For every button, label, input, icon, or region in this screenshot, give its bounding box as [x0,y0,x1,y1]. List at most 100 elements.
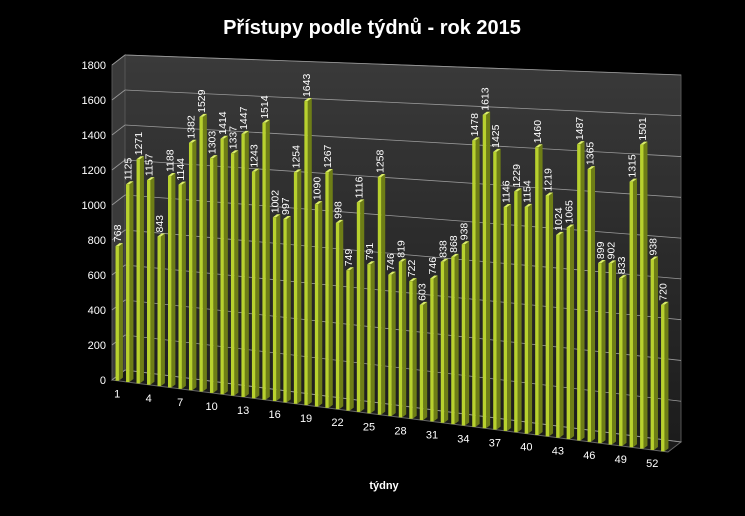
bar-top [440,258,449,262]
bar-front [230,153,235,396]
bar-top [325,168,333,172]
data-label: 1303 [207,131,219,155]
bar-side [129,181,134,383]
bar-side [496,148,501,430]
bar-top [251,168,260,172]
bar-front [493,151,497,430]
bar [147,177,155,385]
bar-front [293,172,298,404]
data-label: 1315 [626,154,638,178]
bar [388,271,396,416]
data-label: 1487 [574,117,586,141]
bar-side [601,260,606,444]
bar [115,243,123,381]
y-tick-label: 1400 [82,130,106,142]
data-label: 1514 [259,95,271,119]
bar-front [304,101,308,406]
x-tick-label: 10 [206,401,218,413]
data-label: 1219 [542,168,554,192]
data-label: 1425 [490,124,502,148]
bar-side [192,139,197,391]
bar-side [318,201,323,407]
bar [230,150,239,396]
data-label: 1002 [270,190,282,214]
bar-side [276,214,281,402]
data-label: 998 [333,201,345,219]
bar-top [661,301,669,305]
bar-side [580,141,585,441]
bar-front [115,246,119,381]
bar-top [136,156,144,160]
bar-top [377,174,386,178]
data-label: 1267 [322,144,334,168]
y-axis-ticks: 0 200 400 600 800 1000 1200 1400 1600 1800 [82,60,106,387]
bar [482,111,491,429]
bar-top [388,271,396,275]
bar-side [486,111,491,429]
bar-side [360,199,365,412]
bar-side [433,275,438,422]
bar [293,169,302,404]
bar-top [346,267,354,271]
bar-front [440,261,445,423]
bar [556,231,564,438]
gridline-side [111,194,126,206]
bar-side [139,156,144,384]
bar-front [619,278,623,446]
bar [272,214,281,402]
gridline-side [111,229,126,241]
bar-front [650,259,654,450]
bar [461,241,470,426]
bar [283,215,291,403]
x-tick-label: 34 [457,434,469,446]
bar-top [178,181,186,185]
gridline [124,124,682,157]
bar [409,278,417,419]
bar-front [661,304,665,452]
bar-front [325,171,329,408]
bar [325,168,333,408]
bar-side [591,166,596,442]
bar-top [220,135,228,139]
y-tick-label: 1800 [82,60,106,72]
bar-top [629,178,637,182]
data-label: 833 [616,256,628,274]
data-label: 1414 [217,111,229,135]
bar-front [167,176,172,388]
bar-top [126,181,134,185]
bar-top [650,256,658,260]
bar [514,188,522,433]
y-tick-label: 0 [100,375,106,387]
data-label: 1243 [249,144,261,168]
bar-top [514,188,522,192]
bar-top [293,169,302,173]
data-label: 1365 [584,142,596,166]
bar [524,203,533,434]
data-label: 749 [343,249,355,267]
data-label: 838 [437,240,449,258]
bar-top [314,201,323,205]
bar-side [402,258,407,418]
bar-front [314,204,319,407]
bar-side [612,260,617,445]
bar-front [629,181,633,448]
bar-top [115,243,123,247]
bar-top [167,173,176,177]
gridline-side [111,89,126,101]
bar-front [220,138,224,395]
bar-side [643,141,648,449]
x-tick-label: 16 [268,409,280,421]
bar-side [181,181,186,389]
bar [629,178,637,448]
data-label: 746 [427,257,439,275]
data-label: 791 [364,243,376,261]
bar-side [632,178,637,448]
bar [251,168,260,399]
bar-front [199,116,203,392]
bar-front [283,218,287,403]
bar [598,260,606,444]
bar [136,156,144,384]
data-label: 1157 [144,153,156,176]
bar-front [188,142,193,391]
